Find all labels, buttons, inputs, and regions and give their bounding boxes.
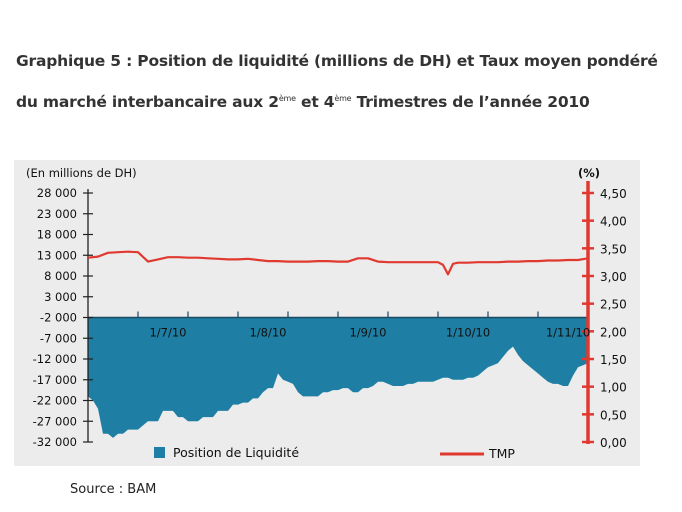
left-axis-tick-label: -7 000 [40, 331, 77, 345]
legend-swatch-liquidity [154, 447, 165, 458]
right-axis-tick-label: 1,50 [600, 353, 627, 367]
x-axis-tick-label: 1/9/10 [349, 326, 386, 340]
left-axis-tick-label: 23 000 [37, 207, 77, 221]
left-axis-tick-label: 28 000 [37, 186, 77, 200]
liquidity-area-layer [88, 317, 588, 438]
legend: Position de Liquidité TMP [154, 445, 515, 461]
left-axis-label: (En millions de DH) [26, 166, 137, 180]
title-superscript-1: ème [278, 93, 296, 103]
right-axis-tick-label: 4,50 [600, 187, 627, 201]
left-axis-tick-label: -27 000 [33, 414, 77, 428]
right-axis-tick-label: 2,50 [600, 298, 627, 312]
right-axis-tick-label: 0,50 [600, 408, 627, 422]
left-axis-tick-label: -32 000 [33, 435, 77, 449]
x-axis-tick-label: 1/8/10 [249, 326, 286, 340]
right-axis-tick-label: 4,00 [600, 215, 627, 229]
title-superscript-2: ème [334, 93, 352, 103]
x-axis-tick-label: 1/11/10 [546, 326, 590, 340]
left-axis-tick-label: 18 000 [37, 228, 77, 242]
left-axis-tick-label: 8 000 [44, 269, 77, 283]
right-axis-tick-label: 3,50 [600, 242, 627, 256]
legend-label-liquidity: Position de Liquidité [173, 445, 299, 460]
tmp-line-layer [87, 250, 589, 276]
title-part-3: Trimestres de l’année 2010 [351, 93, 590, 111]
right-axis-tick-label: 0,00 [600, 436, 627, 450]
left-axis-tick-label: 3 000 [44, 290, 77, 304]
left-axis-tick-label: -12 000 [33, 352, 77, 366]
right-axis-label: (%) [578, 166, 600, 180]
title-part-1: du marché interbancaire aux 2 [16, 93, 279, 111]
axes-layer [83, 181, 594, 444]
chart-title-line-2: du marché interbancaire aux 2ème et 4ème… [16, 93, 656, 111]
x-axis-tick-label: 1/7/10 [149, 326, 186, 340]
left-axis-tick-label: -22 000 [33, 394, 77, 408]
liquidity-area [88, 317, 588, 438]
x-axis-tick-label: 1/10/10 [446, 326, 490, 340]
source-note: Source : BAM [70, 482, 157, 497]
axis-labels-layer: 28 000 23 000 18 000 13 000 8 000 3 000 -2 000… [26, 166, 627, 450]
left-axis-tick-label: -2 000 [40, 311, 77, 325]
legend-label-tmp: TMP [488, 446, 515, 461]
right-axis-tick-label: 3,00 [600, 270, 627, 284]
title-part-2: et 4 [295, 93, 335, 111]
left-axis-tick-label: 13 000 [37, 248, 77, 262]
left-axis-tick-label: -17 000 [33, 373, 77, 387]
right-axis-tick-label: 1,00 [600, 381, 627, 395]
right-axis-tick-label: 2,00 [600, 325, 627, 339]
tmp-line [87, 250, 589, 276]
chart-title-line-1: Graphique 5 : Position de liquidité (mil… [16, 52, 658, 70]
